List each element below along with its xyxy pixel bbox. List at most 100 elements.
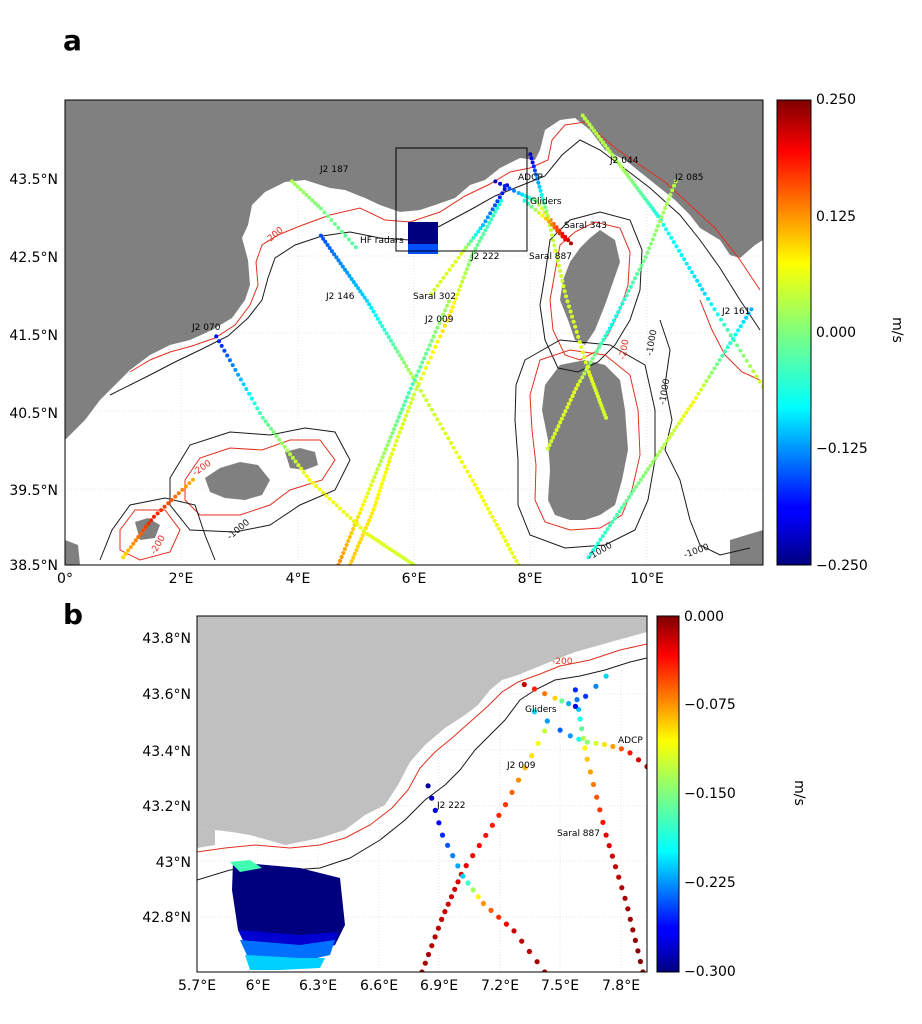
track-point: [395, 349, 400, 354]
track-point: [725, 345, 730, 350]
track-point: [442, 323, 447, 328]
track-point: [644, 764, 647, 770]
track-point: [594, 794, 600, 800]
track-point: [480, 900, 486, 907]
track-point: [728, 333, 733, 338]
track-point: [339, 555, 344, 559]
track-point: [634, 484, 639, 489]
track-point: [696, 391, 701, 396]
track-point: [715, 362, 719, 367]
track-point: [672, 183, 676, 188]
track-point: [382, 327, 387, 332]
track-point: [282, 444, 287, 449]
track-point: [435, 283, 440, 288]
track-point: [559, 416, 564, 421]
track-point: [509, 789, 515, 796]
track-point: [377, 489, 382, 493]
track-point: [507, 186, 512, 191]
track-point: [459, 251, 464, 256]
track-point: [152, 514, 156, 519]
track-point: [372, 503, 377, 508]
track-point: [561, 284, 566, 289]
track-point: [387, 459, 392, 464]
track-point: [593, 388, 598, 393]
track-point: [408, 401, 413, 405]
track-point: [429, 795, 435, 801]
track-point: [347, 273, 352, 278]
track-point: [553, 248, 558, 253]
track-point: [131, 541, 136, 546]
track-point: [334, 255, 339, 260]
lon-tick: 6°E: [402, 571, 427, 587]
track-point: [530, 197, 535, 202]
track-point: [664, 201, 669, 206]
track-point: [439, 832, 446, 838]
label-j2-222: J2 222: [470, 252, 499, 262]
land-mallorca: [205, 462, 270, 500]
track-point: [526, 948, 533, 955]
track-point: [592, 128, 596, 133]
track-point: [436, 820, 442, 826]
track-point: [351, 519, 356, 524]
track-point: [429, 943, 435, 949]
track-point: [561, 412, 566, 417]
track-point: [351, 280, 356, 285]
track-point: [574, 697, 580, 703]
track-point: [497, 526, 501, 531]
track-point: [455, 879, 461, 885]
track-point: [338, 261, 343, 266]
track-point: [473, 232, 478, 237]
track-point: [548, 228, 553, 233]
track-point: [605, 146, 610, 151]
contour-label-200-b: -200: [552, 657, 573, 667]
track-point: [493, 209, 498, 214]
track-point: [431, 350, 435, 355]
track-point: [169, 498, 174, 502]
label-j2-161: J2 161: [721, 307, 750, 317]
track-point: [304, 474, 309, 479]
track-point: [552, 243, 557, 248]
track-point: [378, 459, 383, 464]
track-point: [748, 364, 753, 369]
track-point: [485, 215, 490, 220]
track-point: [443, 308, 448, 313]
colorbar-b-bar: [656, 615, 680, 973]
track-point: [483, 502, 488, 507]
track-point: [587, 769, 594, 775]
track-point: [640, 969, 646, 972]
label-hf-radars: HF radars: [360, 236, 404, 246]
track-point: [497, 202, 502, 207]
track-point: [618, 305, 623, 310]
track-point: [495, 199, 500, 204]
track-point: [236, 372, 241, 377]
track-point: [442, 909, 448, 915]
track-point: [632, 937, 639, 944]
track-point: [425, 347, 430, 352]
colorbar-b-tick: −0.300: [684, 964, 736, 980]
track-point: [607, 149, 612, 154]
track-point: [502, 802, 509, 808]
track-point: [676, 421, 681, 426]
track-point: [607, 523, 612, 528]
track-point: [370, 479, 375, 484]
track-point: [453, 259, 458, 264]
track-point: [325, 242, 330, 247]
track-point: [395, 419, 400, 424]
track-point: [601, 140, 605, 145]
track-point: [519, 938, 525, 944]
track-point: [369, 483, 374, 488]
track-point: [425, 783, 431, 789]
track-point: [749, 307, 754, 312]
track-point: [590, 379, 595, 384]
track-point: [567, 304, 571, 309]
track-point: [136, 535, 141, 539]
track-point: [707, 374, 712, 379]
track-point: [550, 233, 555, 238]
track-point: [492, 518, 497, 523]
track-point: [736, 328, 741, 333]
lat-tick: 38.5°N: [9, 558, 58, 574]
track-point: [472, 482, 477, 487]
track-point: [461, 275, 466, 280]
track-point: [692, 274, 697, 279]
